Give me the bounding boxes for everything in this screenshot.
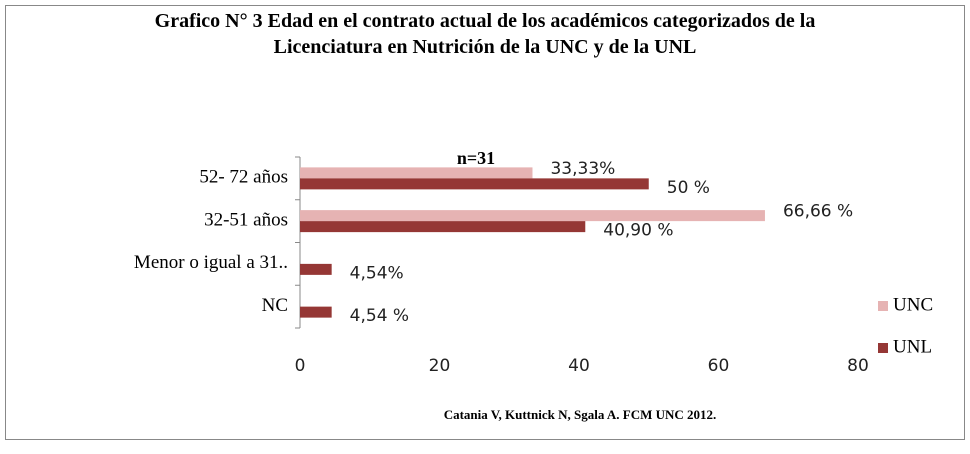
- x-tick-label: 60: [708, 356, 730, 376]
- x-tick-label: 80: [847, 356, 869, 376]
- chart-frame: [5, 5, 965, 440]
- x-tick-label: 20: [429, 356, 451, 376]
- bar: [300, 221, 586, 233]
- data-label: 4,54%: [350, 263, 404, 283]
- data-label: 4,54 %: [350, 306, 409, 326]
- annotation: n=31: [457, 148, 495, 168]
- data-label: 66,66 %: [783, 202, 853, 222]
- data-label: 40,90 %: [603, 221, 673, 241]
- bar: [300, 167, 533, 179]
- chart-title: Grafico N° 3 Edad en el contrato actual …: [154, 10, 816, 58]
- y-tick-label: NC: [262, 295, 288, 316]
- bar: [300, 210, 765, 222]
- legend-label: UNL: [893, 336, 932, 357]
- legend-label: UNC: [893, 294, 933, 315]
- x-tick-label: 40: [568, 356, 590, 376]
- data-label: 33,33%: [550, 159, 615, 179]
- y-tick-label: 52- 72 años: [199, 167, 288, 188]
- y-tick-label: Menor o igual a 31..: [134, 252, 288, 273]
- legend-swatch: [878, 301, 888, 311]
- legend-swatch: [878, 343, 888, 353]
- bar: [300, 306, 332, 318]
- bar: [300, 178, 649, 190]
- source: Catania V, Kuttnick N, Sgala A. FCM UNC …: [444, 407, 717, 422]
- bar: [300, 263, 332, 275]
- y-tick-label: 32-51 años: [204, 209, 288, 230]
- data-label: 50 %: [667, 178, 710, 198]
- x-tick-label: 0: [295, 356, 306, 376]
